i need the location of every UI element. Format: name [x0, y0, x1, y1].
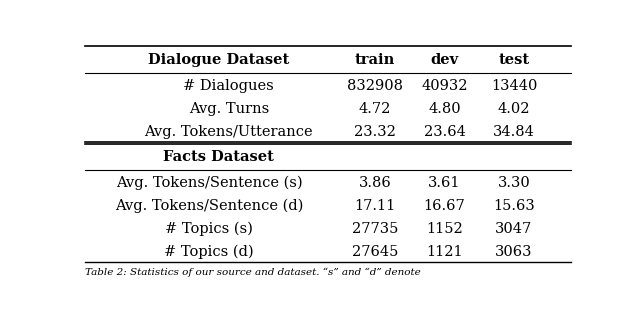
Text: 34.84: 34.84: [493, 125, 535, 139]
Text: Facts Dataset: Facts Dataset: [163, 150, 275, 164]
Text: 3.86: 3.86: [359, 176, 392, 190]
Text: # Dialogues: # Dialogues: [184, 80, 274, 93]
Text: 4.72: 4.72: [359, 102, 391, 116]
Text: Avg. Turns: Avg. Turns: [189, 102, 269, 116]
Text: dev: dev: [431, 53, 459, 67]
Text: 3063: 3063: [495, 245, 532, 259]
Text: Table 2: Statistics of our source and dataset. “s” and “d” denote: Table 2: Statistics of our source and da…: [85, 267, 420, 277]
Text: 16.67: 16.67: [424, 199, 465, 213]
Text: 23.32: 23.32: [354, 125, 396, 139]
Text: test: test: [499, 53, 529, 67]
Text: 40932: 40932: [421, 80, 468, 93]
Text: 3.30: 3.30: [498, 176, 531, 190]
Text: 1152: 1152: [426, 222, 463, 236]
Text: 832908: 832908: [347, 80, 403, 93]
Text: # Topics (d): # Topics (d): [164, 245, 254, 259]
Text: 3047: 3047: [495, 222, 532, 236]
Text: 4.02: 4.02: [498, 102, 531, 116]
Text: train: train: [355, 53, 396, 67]
Text: 27735: 27735: [352, 222, 398, 236]
Text: Dialogue Dataset: Dialogue Dataset: [148, 53, 289, 67]
Text: 23.64: 23.64: [424, 125, 465, 139]
Text: 15.63: 15.63: [493, 199, 535, 213]
Text: 27645: 27645: [352, 245, 398, 259]
Text: 13440: 13440: [491, 80, 537, 93]
Text: 3.61: 3.61: [428, 176, 461, 190]
Text: Avg. Tokens/Sentence (d): Avg. Tokens/Sentence (d): [115, 199, 303, 213]
Text: # Topics (s): # Topics (s): [165, 222, 253, 236]
Text: 1121: 1121: [426, 245, 463, 259]
Text: 17.11: 17.11: [355, 199, 396, 213]
Text: Avg. Tokens/Utterance: Avg. Tokens/Utterance: [145, 125, 313, 139]
Text: Avg. Tokens/Sentence (s): Avg. Tokens/Sentence (s): [116, 176, 302, 190]
Text: 4.80: 4.80: [428, 102, 461, 116]
